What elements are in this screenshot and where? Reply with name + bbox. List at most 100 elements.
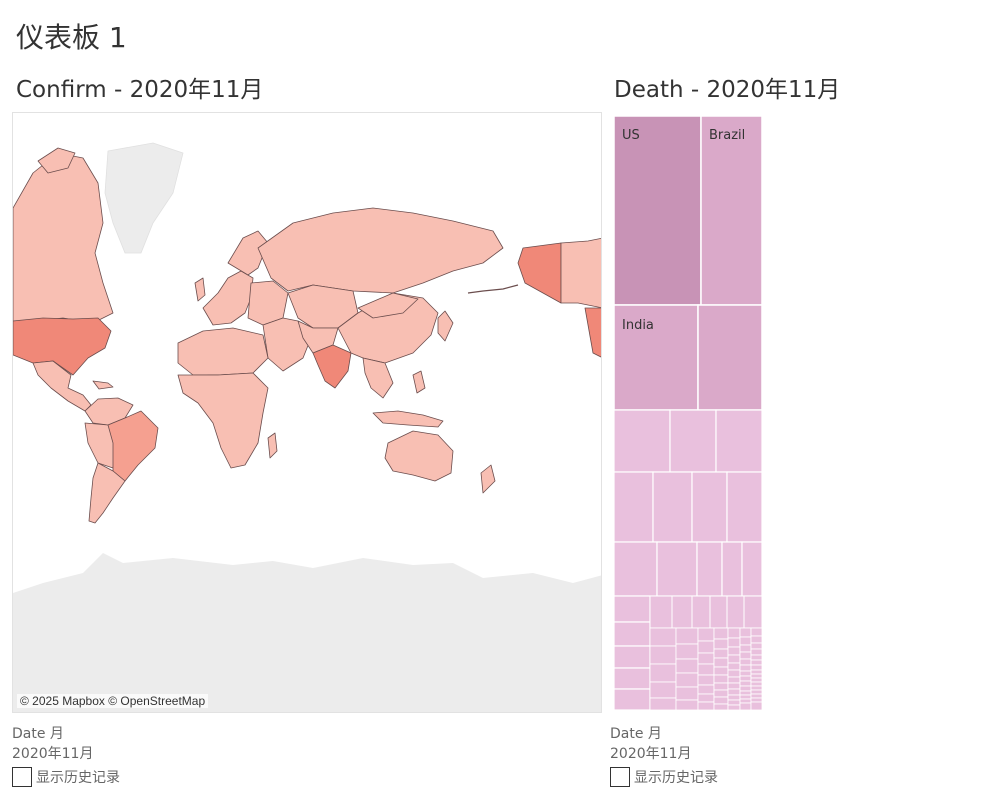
tile-country[interactable] [750, 689, 762, 695]
tile-country[interactable] [697, 640, 715, 654]
region-mexico[interactable] [32, 360, 92, 412]
tile-country[interactable] [750, 648, 762, 656]
tile-country[interactable] [750, 701, 762, 710]
tile-country[interactable] [750, 673, 762, 679]
region-western-europe[interactable] [202, 270, 254, 326]
tile-country[interactable] [715, 409, 762, 473]
tile-country[interactable] [675, 658, 699, 674]
tile-country[interactable] [750, 681, 762, 687]
tile-country[interactable] [713, 657, 729, 668]
tile-country[interactable] [614, 667, 651, 690]
tile-country[interactable] [739, 675, 752, 682]
show-history-toggle[interactable]: 显示历史记录 [12, 766, 120, 788]
tile-country[interactable] [713, 674, 729, 684]
tile-country[interactable] [750, 642, 762, 650]
region-uk[interactable] [194, 277, 206, 302]
show-history-checkbox[interactable] [12, 767, 32, 787]
region-mongolia[interactable] [357, 292, 419, 319]
region-brazil[interactable] [107, 410, 159, 482]
treemap-small-tiles[interactable] [649, 627, 762, 710]
tile-country[interactable] [675, 627, 699, 645]
tile-country[interactable] [649, 663, 677, 683]
tile-country[interactable] [671, 595, 693, 629]
region-india[interactable] [312, 344, 352, 389]
tile-country[interactable] [727, 662, 741, 671]
tile-country[interactable] [652, 471, 693, 543]
tile-country[interactable] [713, 703, 729, 710]
tile-country[interactable] [649, 645, 677, 665]
region-usa[interactable] [13, 317, 112, 376]
tile-us[interactable] [614, 116, 702, 306]
region-philippines[interactable] [412, 370, 426, 394]
tile-country[interactable] [697, 627, 715, 642]
tile-country[interactable] [691, 471, 728, 543]
tile-country[interactable] [675, 686, 699, 701]
tile-country[interactable] [739, 670, 752, 677]
tile-country[interactable] [713, 627, 729, 640]
tile-country[interactable] [741, 541, 762, 597]
tile-country[interactable] [727, 676, 741, 684]
tile-country[interactable] [614, 409, 671, 473]
region-north-africa[interactable] [177, 327, 269, 376]
tile-country[interactable] [727, 646, 741, 656]
region-caribbean[interactable] [92, 380, 114, 390]
tile-country[interactable] [739, 698, 752, 704]
tile-country[interactable] [697, 304, 762, 411]
region-alaska[interactable] [517, 242, 562, 304]
region-colombia-venezuela[interactable] [84, 397, 134, 426]
tile-country[interactable] [739, 651, 752, 660]
tile-country[interactable] [713, 696, 729, 705]
tile-country[interactable] [697, 674, 715, 686]
tile-country[interactable] [739, 636, 752, 646]
tile-country[interactable] [614, 645, 651, 669]
map-canvas[interactable] [13, 113, 602, 713]
map-attribution[interactable]: © 2025 Mapbox © OpenStreetMap [17, 694, 209, 708]
tile-country[interactable] [669, 409, 717, 473]
region-russia[interactable] [257, 207, 504, 294]
tile-country[interactable] [649, 595, 673, 629]
tile-country[interactable] [739, 680, 752, 687]
filter-value[interactable]: 2020年11月 [610, 746, 692, 762]
tile-country[interactable] [697, 693, 715, 703]
tile-country[interactable] [739, 694, 752, 700]
tile-country[interactable] [675, 699, 699, 710]
tile-country[interactable] [713, 648, 729, 659]
tile-country[interactable] [675, 643, 699, 660]
tile-country[interactable] [750, 669, 762, 675]
tile-country[interactable] [727, 637, 741, 648]
tile-country[interactable] [727, 694, 741, 701]
region-arctic-islands[interactable] [37, 147, 76, 174]
show-history-checkbox[interactable] [610, 767, 630, 787]
tile-country[interactable] [750, 685, 762, 691]
tile-country[interactable] [750, 664, 762, 671]
tile-country[interactable] [697, 652, 715, 665]
tile-country[interactable] [727, 682, 741, 690]
tile-country[interactable] [675, 672, 699, 688]
tile-country[interactable] [614, 621, 651, 647]
tile-country[interactable] [697, 684, 715, 695]
tile-country[interactable] [739, 702, 752, 710]
filter-value[interactable]: 2020年11月 [12, 746, 94, 762]
region-canada-east[interactable] [560, 237, 602, 309]
tile-country[interactable] [727, 699, 741, 706]
tile-country[interactable] [614, 541, 658, 597]
tile-country[interactable] [739, 685, 752, 692]
tile-country[interactable] [726, 471, 762, 543]
show-history-toggle[interactable]: 显示历史记录 [610, 766, 718, 788]
tile-country[interactable] [726, 595, 745, 629]
region-greenland[interactable] [104, 142, 184, 254]
tile-country[interactable] [750, 654, 762, 661]
tile-country[interactable] [727, 688, 741, 696]
show-history-label[interactable]: 显示历史记录 [36, 770, 120, 786]
tile-country[interactable] [713, 682, 729, 691]
region-argentina[interactable] [88, 462, 126, 524]
death-treemap[interactable]: US Brazil India [614, 116, 762, 710]
region-madagascar[interactable] [267, 432, 278, 459]
tile-country[interactable] [709, 595, 728, 629]
show-history-label[interactable]: 显示历史记录 [634, 770, 718, 786]
tile-country[interactable] [696, 541, 723, 597]
region-southeast-asia[interactable] [362, 357, 394, 399]
tile-country[interactable] [750, 627, 762, 637]
tile-country[interactable] [649, 697, 677, 710]
tile-country[interactable] [713, 666, 729, 676]
